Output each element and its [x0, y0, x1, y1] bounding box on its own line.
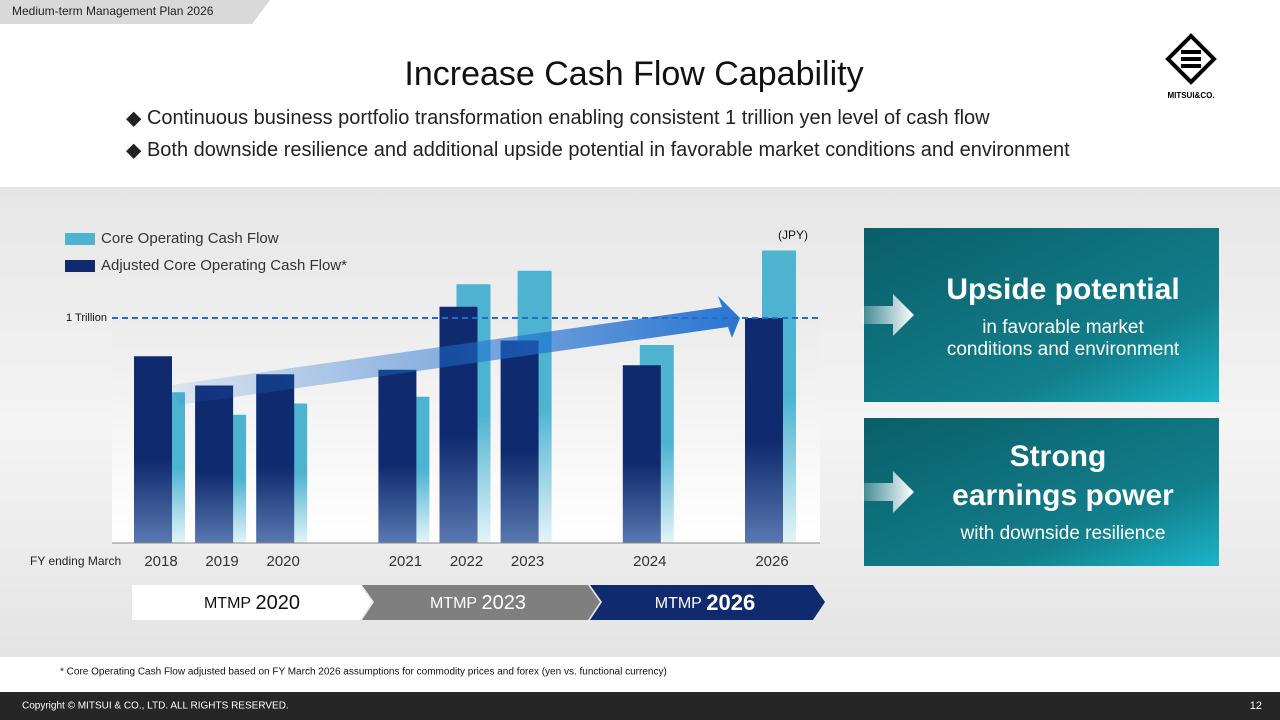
- plan-year: 2023: [482, 592, 527, 614]
- panel-text: conditions and environment: [947, 339, 1180, 360]
- bar: [378, 369, 417, 543]
- bar: [500, 340, 539, 543]
- x-tick-label: 2023: [511, 553, 544, 570]
- plan-year: 2020: [256, 592, 301, 614]
- x-tick-label: 2020: [267, 553, 300, 570]
- plan-year: 2026: [706, 590, 755, 615]
- plan-shape: [132, 585, 372, 620]
- x-tick-label: 2018: [144, 553, 177, 570]
- legend-swatch: [65, 260, 95, 272]
- plan-label: MTMP 2020: [204, 592, 300, 614]
- header-tag-bg: [0, 0, 270, 24]
- bar: [256, 374, 295, 543]
- x-tick-label: 2026: [755, 553, 788, 570]
- chart: 1 Trillion 2018 2019 2020 2021 2022 2023 2024 20…: [30, 228, 820, 570]
- plan-label: MTMP 2023: [430, 592, 526, 614]
- plan-shape: [362, 585, 600, 620]
- bullet: ◆ Both downside resilience and additiona…: [126, 139, 1070, 161]
- panel: [864, 228, 1219, 402]
- panel-text: in favorable market: [982, 317, 1144, 338]
- bar: [134, 356, 172, 543]
- plan-prefix: MTMP: [430, 595, 477, 612]
- panel: [864, 418, 1219, 566]
- logo: [1165, 33, 1217, 85]
- bar: [745, 318, 783, 543]
- copyright: Copyright © MITSUI & CO., LTD. ALL RIGHT…: [22, 701, 289, 712]
- x-tick-label: 2024: [633, 553, 666, 570]
- bullet: ◆ Continuous business portfolio transfor…: [126, 107, 990, 129]
- panel-text: with downside resilience: [960, 523, 1166, 544]
- panel-arrow: [862, 471, 914, 513]
- footnote: * Core Operating Cash Flow adjusted base…: [60, 667, 667, 678]
- header-tag: Medium-term Management Plan 2026: [12, 4, 214, 18]
- bullet-text: Continuous business portfolio transforma…: [147, 107, 990, 129]
- reference-label: 1 Trillion: [66, 312, 107, 324]
- panel-heading: earnings power: [952, 479, 1174, 512]
- x-tick-label: 2019: [205, 553, 238, 570]
- x-axis-label: FY ending March: [30, 554, 121, 568]
- logo-text: MITSUI&CO.: [1167, 91, 1214, 100]
- panel-heading: Upside potential: [946, 273, 1179, 306]
- footer: [0, 692, 1280, 720]
- x-tick-label: 2022: [450, 553, 483, 570]
- panel-heading: Strong: [1010, 440, 1107, 473]
- legend-label: Adjusted Core Operating Cash Flow*: [101, 257, 347, 274]
- trend-arrow: [172, 296, 740, 405]
- panel-arrow: [862, 294, 914, 336]
- bullet-text: Both downside resilience and additional …: [147, 139, 1070, 161]
- plan-prefix: MTMP: [204, 595, 251, 612]
- unit-label: (JPY): [778, 228, 808, 242]
- title: Increase Cash Flow Capability: [404, 55, 863, 93]
- legend-swatch: [65, 233, 95, 245]
- plan-label: MTMP 2026: [655, 590, 756, 615]
- bar: [622, 365, 661, 543]
- legend-label: Core Operating Cash Flow: [101, 230, 279, 247]
- plan-shape: [590, 585, 825, 620]
- bar: [439, 306, 478, 543]
- bar: [195, 385, 234, 543]
- x-tick-label: 2021: [389, 553, 422, 570]
- page-number: 12: [1250, 700, 1262, 712]
- plan-prefix: MTMP: [655, 595, 702, 612]
